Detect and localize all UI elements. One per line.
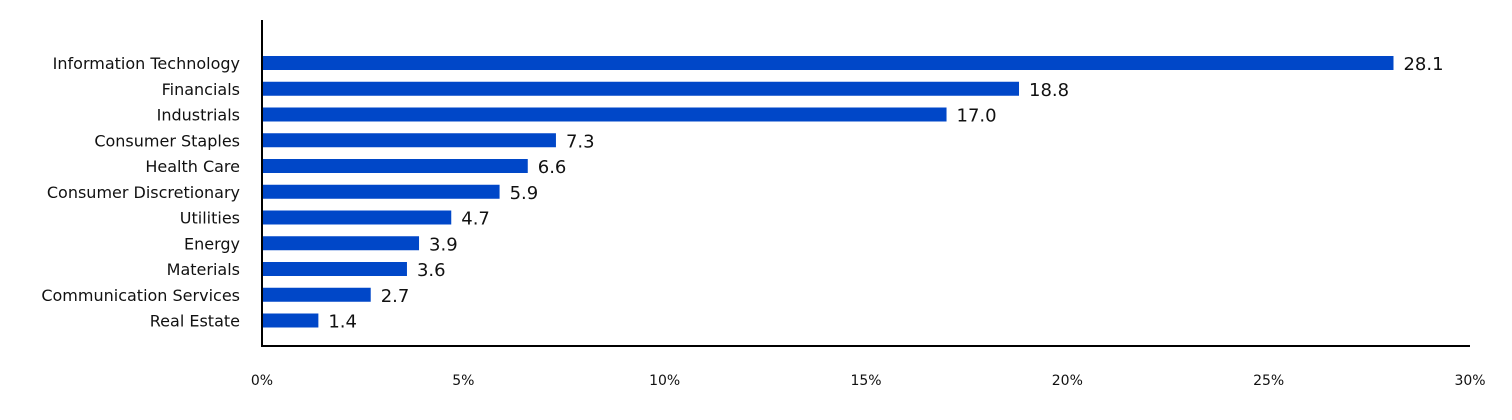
category-label: Utilities [180, 209, 240, 228]
category-label: Consumer Staples [94, 131, 240, 150]
value-label: 4.7 [461, 209, 490, 230]
value-label: 17.0 [957, 106, 997, 127]
value-label: 28.1 [1403, 54, 1443, 75]
x-tick-label: 10% [649, 373, 680, 389]
category-label: Industrials [157, 106, 240, 125]
x-tick-label: 5% [452, 373, 474, 389]
value-label: 2.7 [381, 286, 410, 307]
value-label: 18.8 [1029, 80, 1069, 101]
category-label: Real Estate [150, 312, 240, 331]
value-label: 3.6 [417, 260, 446, 281]
value-label: 7.3 [566, 131, 595, 152]
bar [262, 236, 420, 251]
bar [262, 184, 500, 199]
x-tick-label: 30% [1454, 373, 1485, 389]
category-label: Information Technology [53, 54, 240, 73]
bar [262, 313, 319, 328]
value-label: 3.9 [429, 234, 458, 255]
value-label: 5.9 [510, 183, 539, 204]
bar [262, 133, 556, 148]
category-label: Communication Services [41, 286, 240, 305]
bar [262, 107, 947, 122]
x-tick-label: 15% [850, 373, 881, 389]
bars-layer [262, 56, 1394, 328]
category-label: Consumer Discretionary [47, 183, 240, 202]
category-label: Health Care [145, 157, 240, 176]
x-tick-label: 20% [1052, 373, 1083, 389]
labels-layer: Information Technology 28.1 Financials 18.8… [41, 54, 1443, 333]
bar [262, 81, 1020, 96]
bar [262, 56, 1394, 70]
value-label: 1.4 [328, 312, 357, 333]
value-label: 6.6 [538, 157, 567, 178]
bar [262, 287, 371, 302]
bar [262, 159, 528, 173]
category-label: Energy [184, 234, 240, 253]
category-label: Materials [167, 260, 240, 279]
x-tick-labels: 0% 5% 10% 15% 20% 25% 30% [251, 373, 1486, 389]
x-tick-label: 0% [251, 373, 273, 389]
bar [262, 262, 407, 276]
category-label: Financials [162, 80, 240, 99]
x-tick-label: 25% [1253, 373, 1284, 389]
bar [262, 210, 452, 225]
